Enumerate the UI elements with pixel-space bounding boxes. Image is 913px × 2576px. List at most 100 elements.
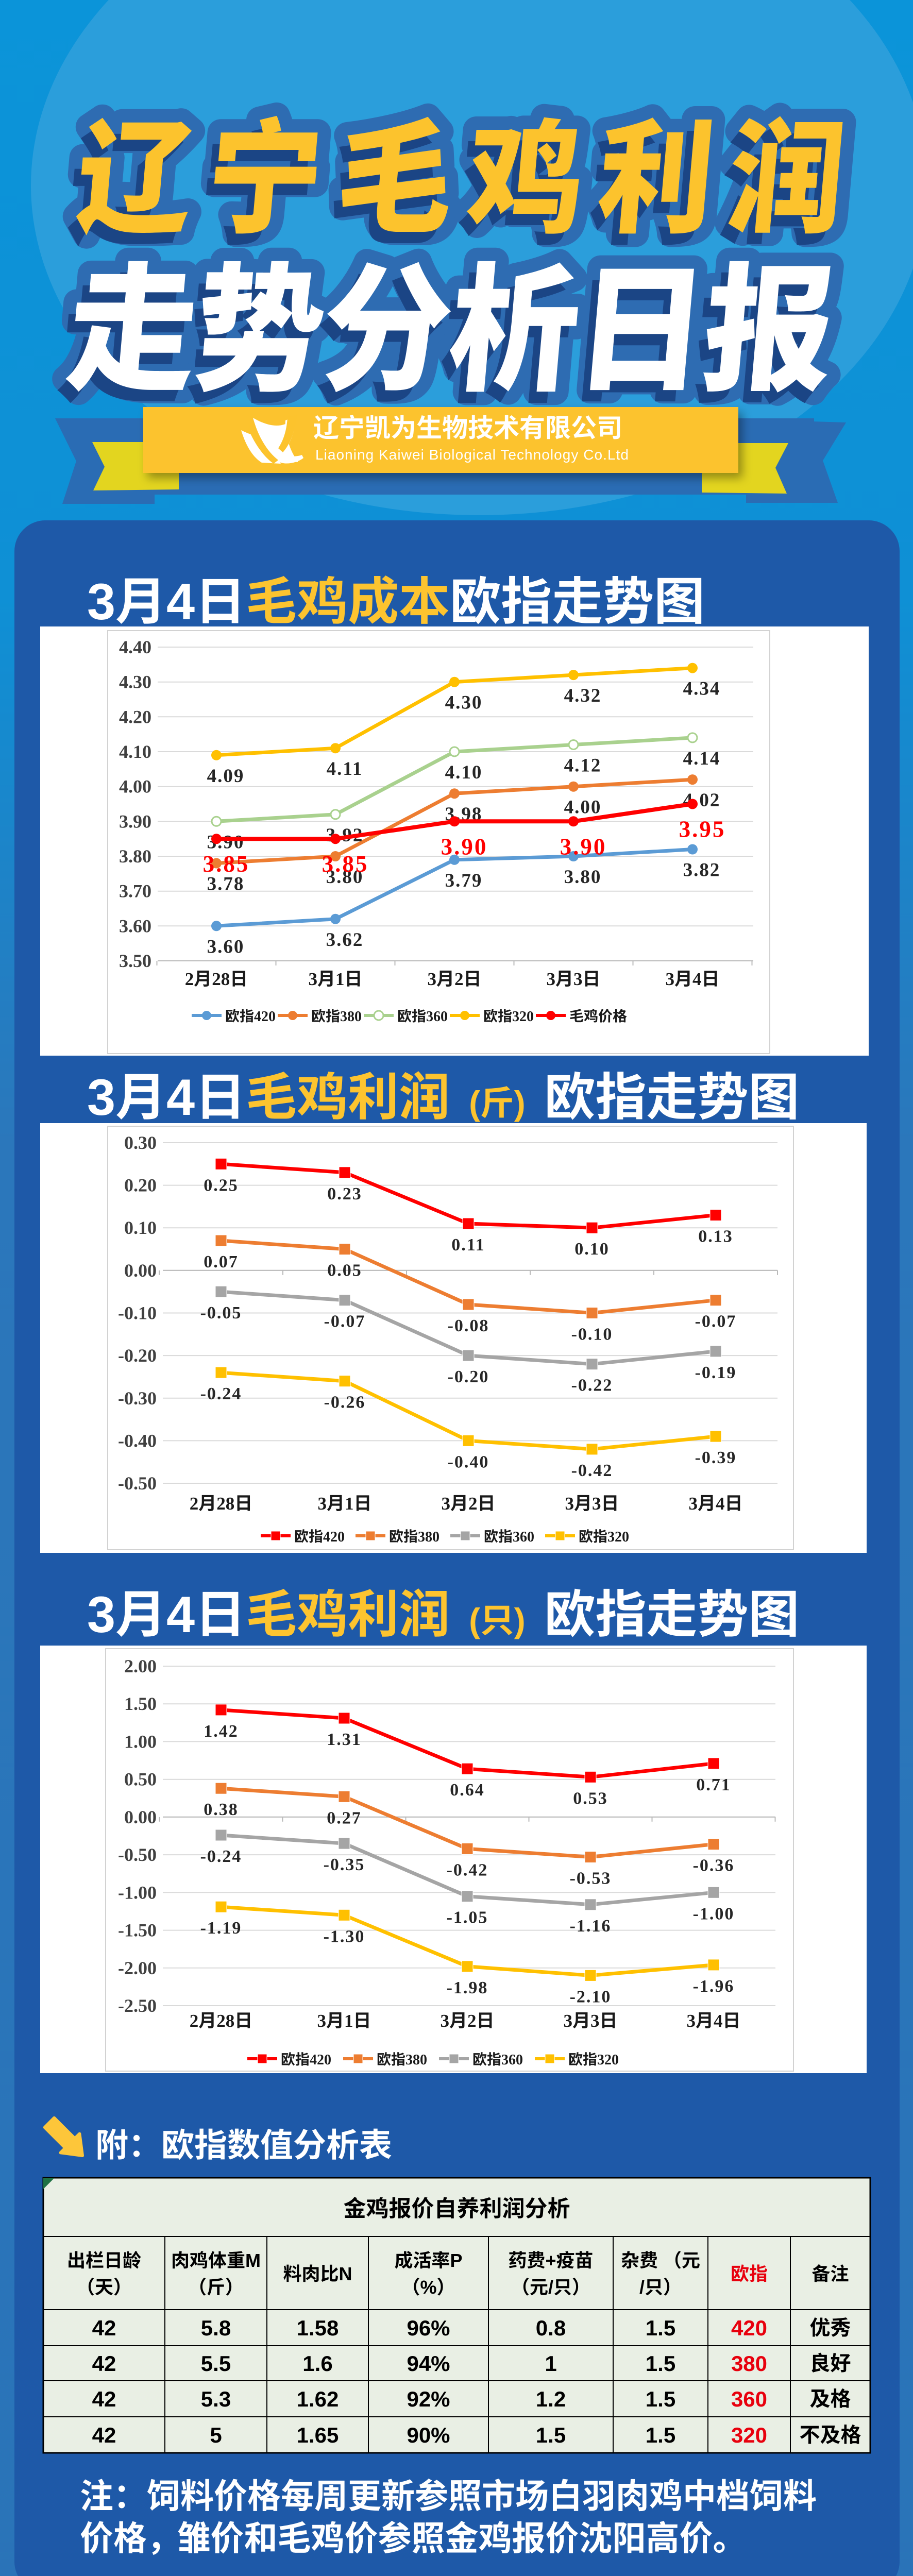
- svg-text:-0.26: -0.26: [324, 1393, 366, 1412]
- svg-text:380: 380: [405, 2052, 427, 2068]
- svg-text:-0.24: -0.24: [200, 1847, 242, 1866]
- svg-text:): ): [514, 1601, 545, 1639]
- svg-text:0.8: 0.8: [536, 2316, 566, 2340]
- svg-text:90%: 90%: [407, 2423, 450, 2447]
- svg-text:1.5: 1.5: [646, 2351, 675, 2376]
- svg-text:320: 320: [607, 1529, 629, 1545]
- svg-text:4: 4: [714, 2011, 723, 2031]
- svg-text:0.05: 0.05: [327, 1261, 362, 1280]
- svg-text:/: /: [639, 2277, 645, 2298]
- svg-text:3: 3: [547, 969, 556, 989]
- svg-text:-1.00: -1.00: [118, 1882, 157, 1903]
- svg-text:3.90: 3.90: [441, 834, 488, 859]
- svg-text:-1.05: -1.05: [447, 1908, 488, 1927]
- svg-text:3.90: 3.90: [560, 834, 607, 859]
- svg-text:1.5: 1.5: [646, 2423, 675, 2447]
- svg-text:1.50: 1.50: [124, 1693, 157, 1714]
- svg-text:2: 2: [468, 1494, 478, 1514]
- svg-text:2: 2: [454, 969, 464, 989]
- svg-text:-2.10: -2.10: [570, 1987, 612, 2006]
- svg-text:1.6: 1.6: [302, 2351, 332, 2376]
- svg-text:4.00: 4.00: [119, 776, 151, 797]
- svg-text:28: 28: [216, 2011, 234, 2031]
- svg-text:0.50: 0.50: [124, 1769, 157, 1790]
- svg-text:-0.07: -0.07: [324, 1312, 366, 1331]
- svg-text:4.14: 4.14: [683, 748, 721, 769]
- svg-text:5.3: 5.3: [201, 2387, 231, 2411]
- svg-text:42: 42: [92, 2316, 116, 2340]
- svg-text:1.00: 1.00: [124, 1731, 157, 1752]
- svg-text:0.25: 0.25: [204, 1176, 239, 1195]
- svg-text:-0.20: -0.20: [118, 1345, 157, 1366]
- svg-text:360: 360: [513, 1529, 534, 1545]
- svg-text:4.20: 4.20: [119, 706, 151, 727]
- svg-text:1: 1: [335, 969, 345, 989]
- svg-text:0.11: 0.11: [451, 1235, 485, 1255]
- svg-text:P: P: [450, 2250, 463, 2271]
- svg-text:42: 42: [92, 2423, 116, 2447]
- svg-text:28: 28: [212, 969, 230, 989]
- svg-text:360: 360: [731, 2387, 767, 2411]
- svg-text:1.65: 1.65: [297, 2423, 339, 2447]
- svg-text:-1.96: -1.96: [693, 1977, 735, 1996]
- svg-text:420: 420: [731, 2316, 767, 2340]
- svg-text:28: 28: [216, 1494, 234, 1514]
- svg-text:320: 320: [597, 2052, 619, 2068]
- svg-text:2: 2: [467, 2011, 477, 2031]
- svg-text:94%: 94%: [407, 2351, 450, 2376]
- svg-text:-1.98: -1.98: [447, 1978, 488, 1997]
- svg-text:3: 3: [317, 2011, 327, 2031]
- svg-text:4.30: 4.30: [445, 692, 483, 714]
- svg-text:): ): [514, 1084, 545, 1122]
- svg-text:0.10: 0.10: [124, 1217, 157, 1238]
- svg-text:-0.39: -0.39: [695, 1448, 737, 1467]
- svg-text:0.71: 0.71: [696, 1775, 731, 1794]
- svg-text:1: 1: [344, 2011, 353, 2031]
- svg-text:3: 3: [428, 969, 437, 989]
- svg-text:3.78: 3.78: [207, 874, 245, 895]
- svg-text:0.27: 0.27: [327, 1808, 362, 1827]
- svg-text:0.13: 0.13: [698, 1227, 733, 1246]
- svg-text:1.5: 1.5: [646, 2316, 675, 2340]
- svg-text:42: 42: [92, 2387, 116, 2411]
- svg-text:-0.30: -0.30: [118, 1388, 157, 1409]
- svg-text:0.64: 0.64: [450, 1781, 485, 1800]
- svg-text:/: /: [548, 2277, 553, 2298]
- svg-text:4.34: 4.34: [683, 679, 721, 700]
- svg-text:420: 420: [323, 1529, 345, 1545]
- svg-text:380: 380: [340, 1009, 362, 1025]
- svg-text:5.8: 5.8: [201, 2316, 231, 2340]
- svg-text:4: 4: [166, 1069, 195, 1126]
- svg-text:3: 3: [590, 2011, 600, 2031]
- svg-text:-0.07: -0.07: [695, 1312, 737, 1331]
- svg-text:3.62: 3.62: [326, 929, 364, 951]
- svg-text:M: M: [245, 2250, 261, 2271]
- svg-text:-0.42: -0.42: [571, 1461, 613, 1480]
- svg-text:-0.08: -0.08: [448, 1316, 489, 1335]
- svg-text:1.2: 1.2: [536, 2387, 566, 2411]
- svg-text:1.62: 1.62: [297, 2387, 339, 2411]
- svg-text:5.5: 5.5: [201, 2351, 231, 2376]
- svg-text:5: 5: [210, 2423, 222, 2447]
- svg-text:3: 3: [666, 969, 675, 989]
- svg-text:(: (: [450, 1601, 480, 1639]
- svg-text:-0.36: -0.36: [693, 1856, 735, 1875]
- svg-text:(: (: [450, 1084, 480, 1122]
- svg-text:4.11: 4.11: [327, 758, 363, 779]
- svg-text:3: 3: [318, 1494, 327, 1514]
- svg-text:0.20: 0.20: [124, 1175, 157, 1196]
- svg-text:4.40: 4.40: [119, 637, 151, 657]
- svg-text:4.10: 4.10: [445, 762, 483, 783]
- svg-text:92%: 92%: [407, 2387, 450, 2411]
- svg-text:0.00: 0.00: [124, 1260, 157, 1281]
- svg-text:2: 2: [185, 969, 194, 989]
- svg-text:-0.50: -0.50: [118, 1844, 157, 1865]
- svg-text:-1.30: -1.30: [324, 1927, 365, 1946]
- svg-text:-0.05: -0.05: [200, 1303, 242, 1323]
- svg-text:3.82: 3.82: [683, 860, 721, 881]
- svg-text:0.10: 0.10: [574, 1240, 610, 1259]
- svg-text:4: 4: [166, 573, 195, 630]
- svg-text:1.58: 1.58: [297, 2316, 339, 2340]
- svg-text:3: 3: [87, 573, 115, 630]
- svg-text:3.85: 3.85: [322, 851, 369, 877]
